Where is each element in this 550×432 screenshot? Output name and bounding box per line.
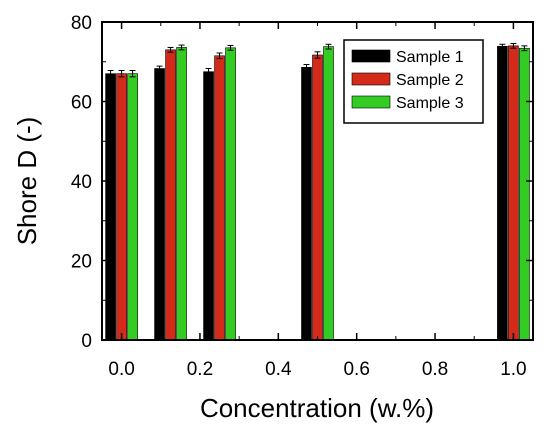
x-axis-title: Concentration (w.%): [200, 393, 434, 423]
legend-label-3: Sample 3: [396, 95, 464, 112]
bar-2-0: [116, 73, 127, 341]
y-tick-label-2: 40: [71, 172, 92, 193]
y-axis-title: Shore D (-): [12, 117, 42, 246]
y-tick-label-4: 80: [71, 13, 92, 34]
bar-2-1: [165, 49, 176, 341]
bar-1-3: [301, 67, 312, 341]
x-tick-label-5: 1.0: [500, 359, 526, 380]
bar-2-3: [312, 54, 323, 341]
error-bars-layer: [107, 42, 528, 78]
x-tick-label-1: 0.2: [187, 359, 213, 380]
bar-1-4: [497, 45, 508, 341]
legend-label-1: Sample 1: [396, 49, 464, 66]
bar-2-4: [508, 45, 519, 341]
legend-swatch-3: [351, 95, 391, 109]
y-tick-label-0: 0: [81, 331, 92, 352]
bar-3-3: [323, 46, 334, 341]
bar-3-4: [519, 47, 530, 341]
y-tick-label-3: 60: [71, 93, 92, 114]
bar-3-0: [127, 73, 138, 341]
legend-swatch-2: [351, 72, 391, 86]
bar-2-2: [214, 55, 225, 341]
bar-1-0: [105, 73, 116, 341]
y-axis: 0 20 40 60 80: [71, 13, 533, 352]
legend-label-2: Sample 2: [396, 72, 464, 89]
y-tick-label-1: 20: [71, 252, 92, 273]
legend-swatch-1: [351, 49, 391, 63]
bar-3-1: [176, 47, 187, 341]
x-tick-label-3: 0.6: [343, 359, 369, 380]
x-tick-label-4: 0.8: [422, 359, 448, 380]
bar-3-2: [225, 47, 236, 341]
bar-1-1: [154, 68, 165, 341]
x-tick-label-0: 0.0: [108, 359, 134, 380]
x-axis: 0.0 0.2 0.4 0.6 0.8 1.0: [108, 22, 527, 380]
bar-1-2: [203, 71, 214, 341]
legend: Sample 1 Sample 2 Sample 3: [343, 39, 484, 124]
x-tick-label-2: 0.4: [265, 359, 292, 380]
